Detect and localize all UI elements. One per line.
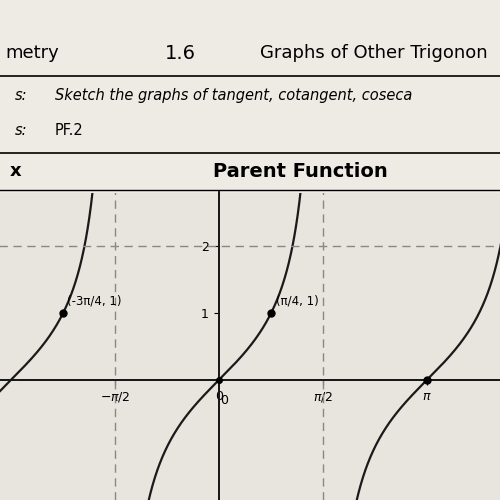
Text: 1.6: 1.6 (164, 44, 196, 62)
Text: (-3π/4, 1): (-3π/4, 1) (66, 294, 121, 308)
Text: Graphs of Other Trigonon: Graphs of Other Trigonon (260, 44, 488, 62)
Text: PF.2: PF.2 (55, 123, 84, 138)
Text: 0: 0 (220, 394, 228, 407)
Text: (π/4, 1): (π/4, 1) (276, 294, 318, 308)
Text: x: x (10, 162, 22, 180)
Text: Parent Function: Parent Function (212, 162, 388, 180)
Text: Sketch the graphs of tangent, cotangent, coseca: Sketch the graphs of tangent, cotangent,… (55, 88, 412, 103)
Text: metry: metry (5, 44, 59, 62)
Text: s:: s: (15, 88, 28, 103)
Text: s:: s: (15, 123, 28, 138)
